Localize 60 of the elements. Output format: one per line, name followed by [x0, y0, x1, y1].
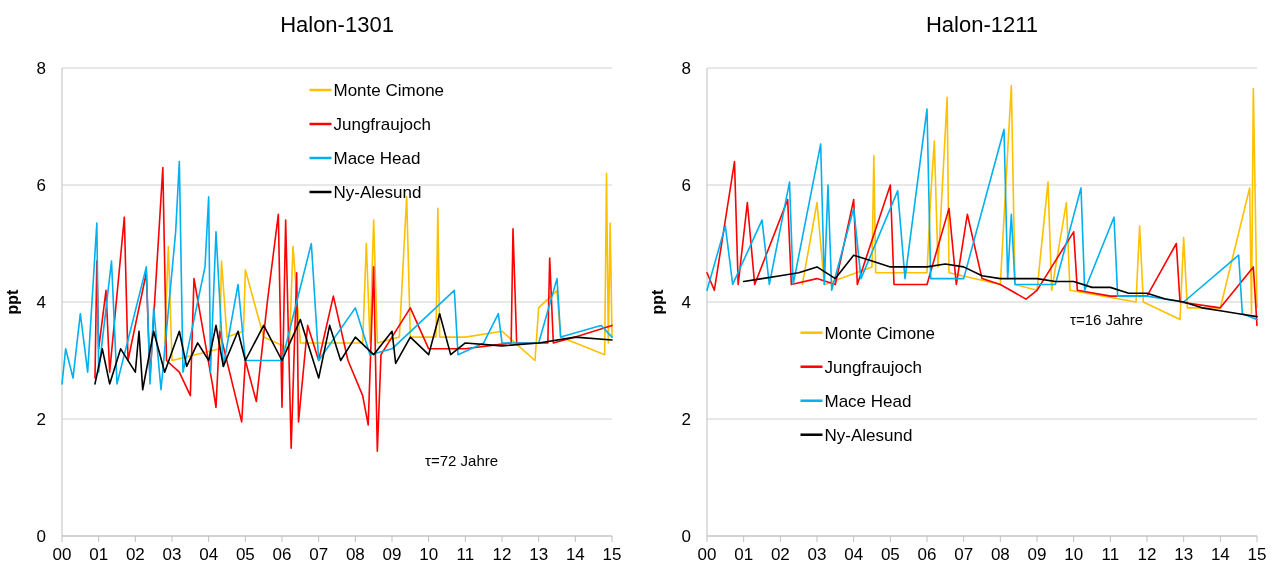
- x-tick-label: 15: [602, 545, 622, 564]
- x-tick-label: 10: [419, 545, 439, 564]
- legend-label: Jungfraujoch: [333, 114, 431, 134]
- y-tick-label: 0: [36, 526, 46, 546]
- y-tick-label: 2: [681, 409, 691, 429]
- legend-label: Ny-Alesund: [333, 182, 422, 202]
- x-tick-label: 08: [345, 545, 365, 564]
- y-tick-label: 0: [681, 526, 691, 546]
- line-series: [706, 160, 1258, 327]
- x-tick-label: 01: [89, 545, 109, 564]
- line-series: [163, 172, 613, 362]
- annotation: τ=16 Jahre: [1070, 311, 1144, 329]
- line-series: [94, 312, 613, 391]
- annotation: τ=72 Jahre: [425, 451, 499, 469]
- chart-title: Halon-1301: [280, 12, 394, 37]
- y-tick-label: 6: [36, 175, 46, 195]
- x-tick-label: 02: [125, 545, 145, 564]
- x-tick-label: 07: [309, 545, 329, 564]
- x-tick-label: 00: [697, 545, 717, 564]
- x-tick-label: 05: [235, 545, 255, 564]
- y-tick-label: 8: [681, 58, 691, 78]
- x-tick-label: 09: [1027, 545, 1047, 564]
- y-axis-title: ppt: [4, 288, 21, 315]
- x-tick-label: 04: [844, 545, 864, 564]
- x-tick-label: 08: [990, 545, 1010, 564]
- x-tick-label: 12: [1137, 545, 1157, 564]
- x-tick-label: 12: [492, 545, 512, 564]
- x-tick-label: 09: [382, 545, 402, 564]
- line-series: [94, 166, 613, 452]
- y-tick-label: 8: [36, 58, 46, 78]
- legend-label: Monte Cimone: [333, 80, 445, 100]
- legend-label: Jungfraujoch: [824, 357, 922, 377]
- x-tick-label: 15: [1247, 545, 1267, 564]
- y-axis-title: ppt: [649, 288, 666, 315]
- x-tick-label: 03: [807, 545, 827, 564]
- x-tick-label: 14: [1210, 545, 1230, 564]
- x-tick-label: 11: [456, 545, 475, 564]
- x-tick-label: 04: [199, 545, 219, 564]
- x-tick-label: 01: [734, 545, 754, 564]
- x-tick-label: 02: [770, 545, 790, 564]
- x-tick-label: 11: [1101, 545, 1120, 564]
- x-tick-label: 13: [529, 545, 549, 564]
- x-tick-label: 05: [880, 545, 900, 564]
- legend-label: Mace Head: [824, 391, 912, 411]
- y-tick-label: 2: [36, 409, 46, 429]
- x-tick-label: 00: [52, 545, 72, 564]
- x-tick-label: 10: [1064, 545, 1084, 564]
- x-tick-label: 03: [162, 545, 182, 564]
- y-tick-label: 4: [681, 292, 691, 312]
- x-tick-label: 07: [954, 545, 974, 564]
- chart-title: Halon-1211: [925, 12, 1039, 37]
- x-tick-label: 06: [272, 545, 292, 564]
- x-tick-label: 14: [565, 545, 585, 564]
- legend-label: Monte Cimone: [824, 323, 936, 343]
- legend-label: Ny-Alesund: [824, 425, 913, 445]
- x-tick-label: 06: [917, 545, 937, 564]
- y-tick-label: 4: [36, 292, 46, 312]
- x-tick-label: 13: [1174, 545, 1194, 564]
- legend-label: Mace Head: [333, 148, 421, 168]
- y-tick-label: 6: [681, 175, 691, 195]
